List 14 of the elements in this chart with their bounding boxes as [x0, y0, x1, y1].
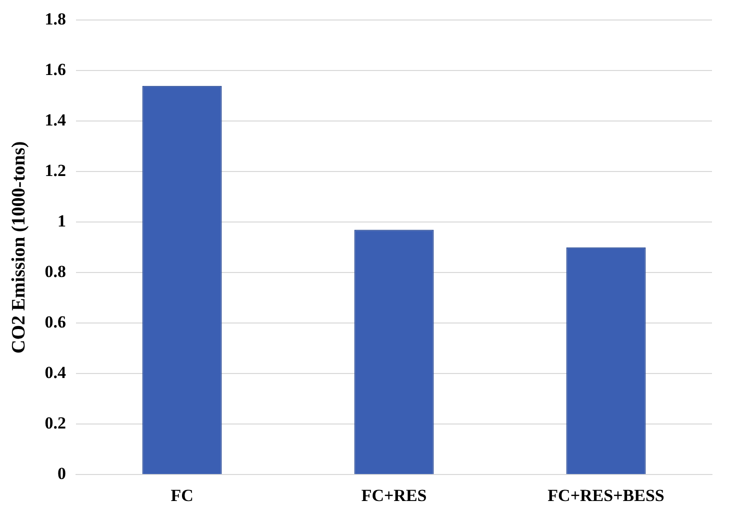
- y-tick-label: 1.6: [44, 60, 66, 80]
- y-tick-label: 1: [58, 212, 66, 231]
- y-tick-label: 0.6: [44, 312, 66, 332]
- y-tick-label: 1.8: [44, 10, 66, 29]
- y-tick-label: 0.8: [44, 262, 66, 282]
- y-axis-title: CO2 Emission (1000-tons): [8, 141, 30, 354]
- x-tick-label: FC+RES+BESS: [548, 486, 664, 506]
- x-tick-label: FC+RES: [361, 486, 427, 506]
- x-tick-label: FC: [170, 486, 194, 506]
- y-tick-label: 1.2: [44, 161, 66, 180]
- y-tick-label: 0.4: [44, 363, 67, 382]
- y-tick-label: 1.4: [44, 110, 67, 130]
- y-tick-label: 0: [58, 464, 66, 483]
- y-tick-label: 0.2: [44, 414, 66, 432]
